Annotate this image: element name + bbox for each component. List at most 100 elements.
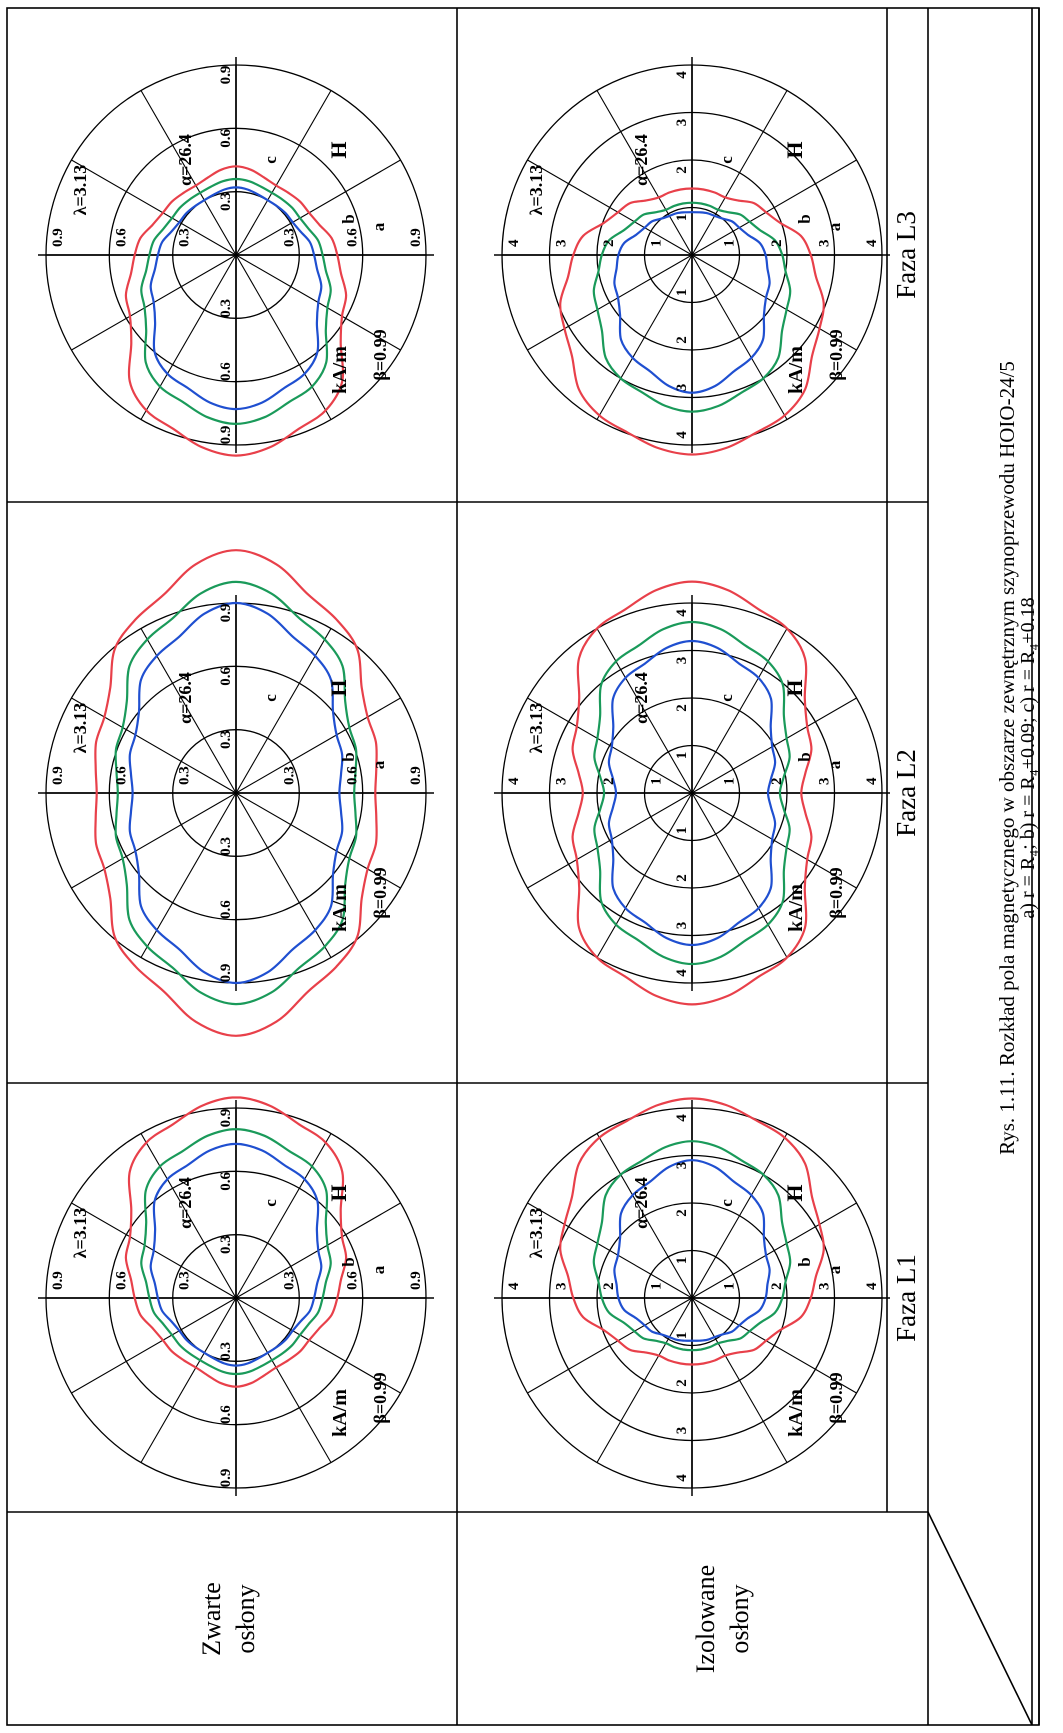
ring-label-up-2: 0.6 <box>345 228 361 247</box>
ring-label-right-4: 4 <box>674 1114 690 1122</box>
ring-label-down-1: 1 <box>649 1283 665 1291</box>
series-label-b: b <box>339 752 358 761</box>
grid-spoke-240 <box>235 1297 401 1394</box>
param-alpha: α=26.4 <box>631 1177 651 1229</box>
param-lambda: λ=3.13 <box>526 165 546 216</box>
ring-label-up-1: 1 <box>722 240 738 248</box>
ring-label-down-3: 0.9 <box>50 228 66 247</box>
grid-spoke-60 <box>71 159 237 256</box>
ring-label-down-1: 0.3 <box>177 766 193 785</box>
grid-spoke-240 <box>691 1297 857 1394</box>
ring-label-left-4: 4 <box>674 1474 690 1482</box>
ring-label-left-2: 2 <box>674 874 690 882</box>
figure-caption-line1: Rys. 1.11. Rozkład pola magnetycznego w … <box>995 361 1019 1155</box>
ring-label-left-2: 0.6 <box>218 362 234 381</box>
ring-label-right-4: 4 <box>674 71 690 79</box>
ring-label-right-3: 0.9 <box>218 66 234 85</box>
grid-spoke-120 <box>527 1297 693 1394</box>
unit-label: kA/m <box>329 884 351 932</box>
series-label-c: c <box>717 156 736 164</box>
ring-label-up-3: 3 <box>817 240 833 248</box>
ring-label-down-1: 0.3 <box>177 1271 193 1290</box>
ring-label-down-2: 2 <box>601 1283 617 1291</box>
series-curve-c <box>607 639 777 947</box>
grid-spoke-300 <box>691 159 857 256</box>
ring-label-up-2: 2 <box>769 1283 785 1291</box>
ring-label-right-2: 2 <box>674 1209 690 1217</box>
ring-label-right-3: 3 <box>674 119 690 127</box>
series-curve-b <box>592 201 792 413</box>
grid-spoke-330 <box>235 1133 332 1299</box>
polar-plot-zwarte-l3: a b c 0.3 0.3 0.3 0.3 0.6 0.6 0.6 0.6 0.9 0.9 0.9 0.9 k… <box>38 57 434 457</box>
ring-label-left-2: 0.6 <box>218 900 234 919</box>
param-alpha: α=26.4 <box>631 672 651 724</box>
ring-label-down-2: 0.6 <box>113 766 129 785</box>
grid-spoke-240 <box>691 254 857 351</box>
ring-label-left-1: 1 <box>674 827 690 835</box>
series-curve-b <box>140 177 332 426</box>
grid-spoke-120 <box>527 792 693 889</box>
ring-label-right-1: 0.3 <box>218 730 234 749</box>
series-label-a: a <box>825 760 844 769</box>
polar-plot-izolowane-l2: a b c 1 1 1 1 2 2 2 2 3 3 3 3 4 4 4 4 kA/m Hα=26.4 λ=3.13 β=0.… <box>494 580 890 1006</box>
series-label-b: b <box>795 1257 814 1266</box>
polar-plot-izolowane-l1: a b c 1 1 1 1 2 2 2 2 3 3 3 3 4 4 4 4 kA/m Hα=26.4 λ=3.13 β=0.… <box>494 1097 890 1496</box>
grid-spoke-30 <box>596 628 693 794</box>
series-label-a: a <box>369 1265 388 1274</box>
series-label-a: a <box>369 760 388 769</box>
grid-spoke-300 <box>235 159 401 256</box>
ring-label-up-3: 3 <box>817 778 833 786</box>
ring-label-right-1: 0.3 <box>218 1235 234 1254</box>
figure-caption-line2: a) r = R₄; b) r = R₄+0.09; c) r = R₄+0.1… <box>1017 597 1039 918</box>
ring-label-up-3: 3 <box>817 1283 833 1291</box>
param-beta: β=0.99 <box>370 329 390 380</box>
ring-label-right-3: 3 <box>674 1162 690 1170</box>
ring-label-up-1: 0.3 <box>281 1271 297 1290</box>
ring-label-right-3: 3 <box>674 657 690 665</box>
table-frame <box>6 7 1040 1726</box>
grid-spoke-30 <box>140 90 237 256</box>
series-label-b: b <box>795 752 814 761</box>
series-curve-b <box>114 580 358 1006</box>
grid-spoke-30 <box>596 90 693 256</box>
ring-label-left-3: 0.9 <box>218 964 234 983</box>
grid-spoke-30 <box>140 1133 237 1299</box>
series-curve-b <box>140 1127 332 1376</box>
ring-label-down-4: 4 <box>506 239 522 247</box>
grid-spoke-150 <box>596 254 693 420</box>
ring-label-down-3: 3 <box>554 1283 570 1291</box>
grid-spoke-150 <box>596 1297 693 1463</box>
ring-label-down-2: 2 <box>601 778 617 786</box>
quantity-label: H <box>782 1184 807 1201</box>
ring-label-down-2: 2 <box>601 240 617 248</box>
column-header-l1: Faza L1 <box>891 1254 921 1342</box>
param-alpha: α=26.4 <box>175 1177 195 1229</box>
ring-label-down-4: 4 <box>506 1282 522 1290</box>
param-alpha: α=26.4 <box>175 134 195 186</box>
quantity-label: H <box>326 1184 351 1201</box>
series-curve-c <box>149 1142 323 1367</box>
polar-plot-izolowane-l3: a b c 1 1 1 1 2 2 2 2 3 3 3 3 4 4 4 4 kA/m Hα=26.4 λ=3.13 β=0.… <box>494 57 890 456</box>
ring-label-down-4: 4 <box>506 777 522 785</box>
param-beta: β=0.99 <box>370 1372 390 1423</box>
ring-label-up-1: 1 <box>722 1283 738 1291</box>
quantity-label: H <box>326 679 351 696</box>
ring-label-left-3: 3 <box>674 1427 690 1435</box>
ring-label-left-2: 2 <box>674 1379 690 1387</box>
ring-label-up-4: 4 <box>864 1282 880 1290</box>
ring-label-left-1: 1 <box>674 289 690 297</box>
ring-label-up-2: 2 <box>769 240 785 248</box>
ring-label-up-4: 4 <box>864 239 880 247</box>
ring-label-down-1: 0.3 <box>177 228 193 247</box>
ring-label-right-3: 0.9 <box>218 1109 234 1128</box>
param-beta: β=0.99 <box>826 329 846 380</box>
series-curve-a <box>571 580 813 1006</box>
ring-label-left-1: 1 <box>674 1332 690 1340</box>
ring-label-right-1: 1 <box>674 214 690 222</box>
grid-spoke-150 <box>140 254 237 420</box>
ring-label-left-3: 3 <box>674 922 690 930</box>
grid-spoke-60 <box>527 1202 693 1299</box>
unit-label: kA/m <box>785 1389 807 1437</box>
quantity-label: H <box>782 679 807 696</box>
ring-label-down-3: 0.9 <box>50 1271 66 1290</box>
